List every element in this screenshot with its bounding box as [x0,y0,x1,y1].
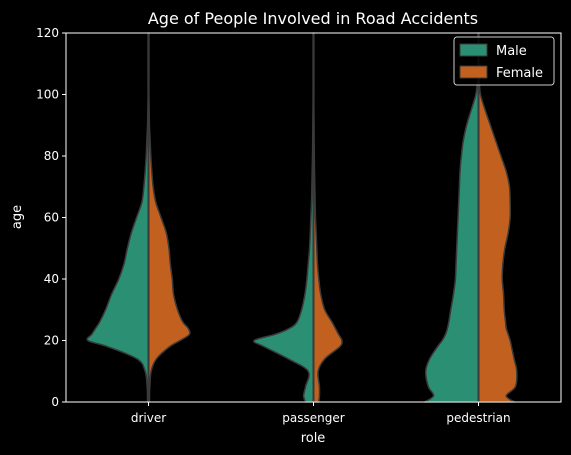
legend-label-male: Male [496,44,527,59]
violin-half-passenger-male [254,33,314,402]
y-tick-label: 60 [44,211,59,225]
x-axis-label: role [301,431,326,446]
x-tick-label-pedestrian: pedestrian [446,411,510,425]
legend-swatch-female [460,66,487,78]
legend: Male Female [454,37,554,85]
violin-half-pedestrian-male [424,33,478,402]
violin-half-driver-male [87,33,148,402]
y-tick-label: 120 [36,26,59,40]
chart-title: Age of People Involved in Road Accidents [148,9,478,28]
y-tick-label: 20 [44,334,59,348]
legend-swatch-male [460,44,487,56]
violin-half-pedestrian-female [479,33,517,402]
y-tick-label: 40 [44,272,59,286]
y-tick-label: 80 [44,149,59,163]
y-axis-label: age [10,205,25,229]
legend-label-female: Female [496,66,543,81]
violin-half-driver-female [149,33,190,402]
x-axis: driver passenger pedestrian [131,402,511,425]
x-tick-label-driver: driver [131,411,166,425]
y-tick-label: 0 [51,395,59,409]
violins-layer [87,33,517,402]
y-tick-label: 100 [36,88,59,102]
violin-half-passenger-female [314,33,343,402]
y-axis: 0 20 40 60 80 100 120 [36,26,66,409]
x-tick-label-passenger: passenger [282,411,344,425]
